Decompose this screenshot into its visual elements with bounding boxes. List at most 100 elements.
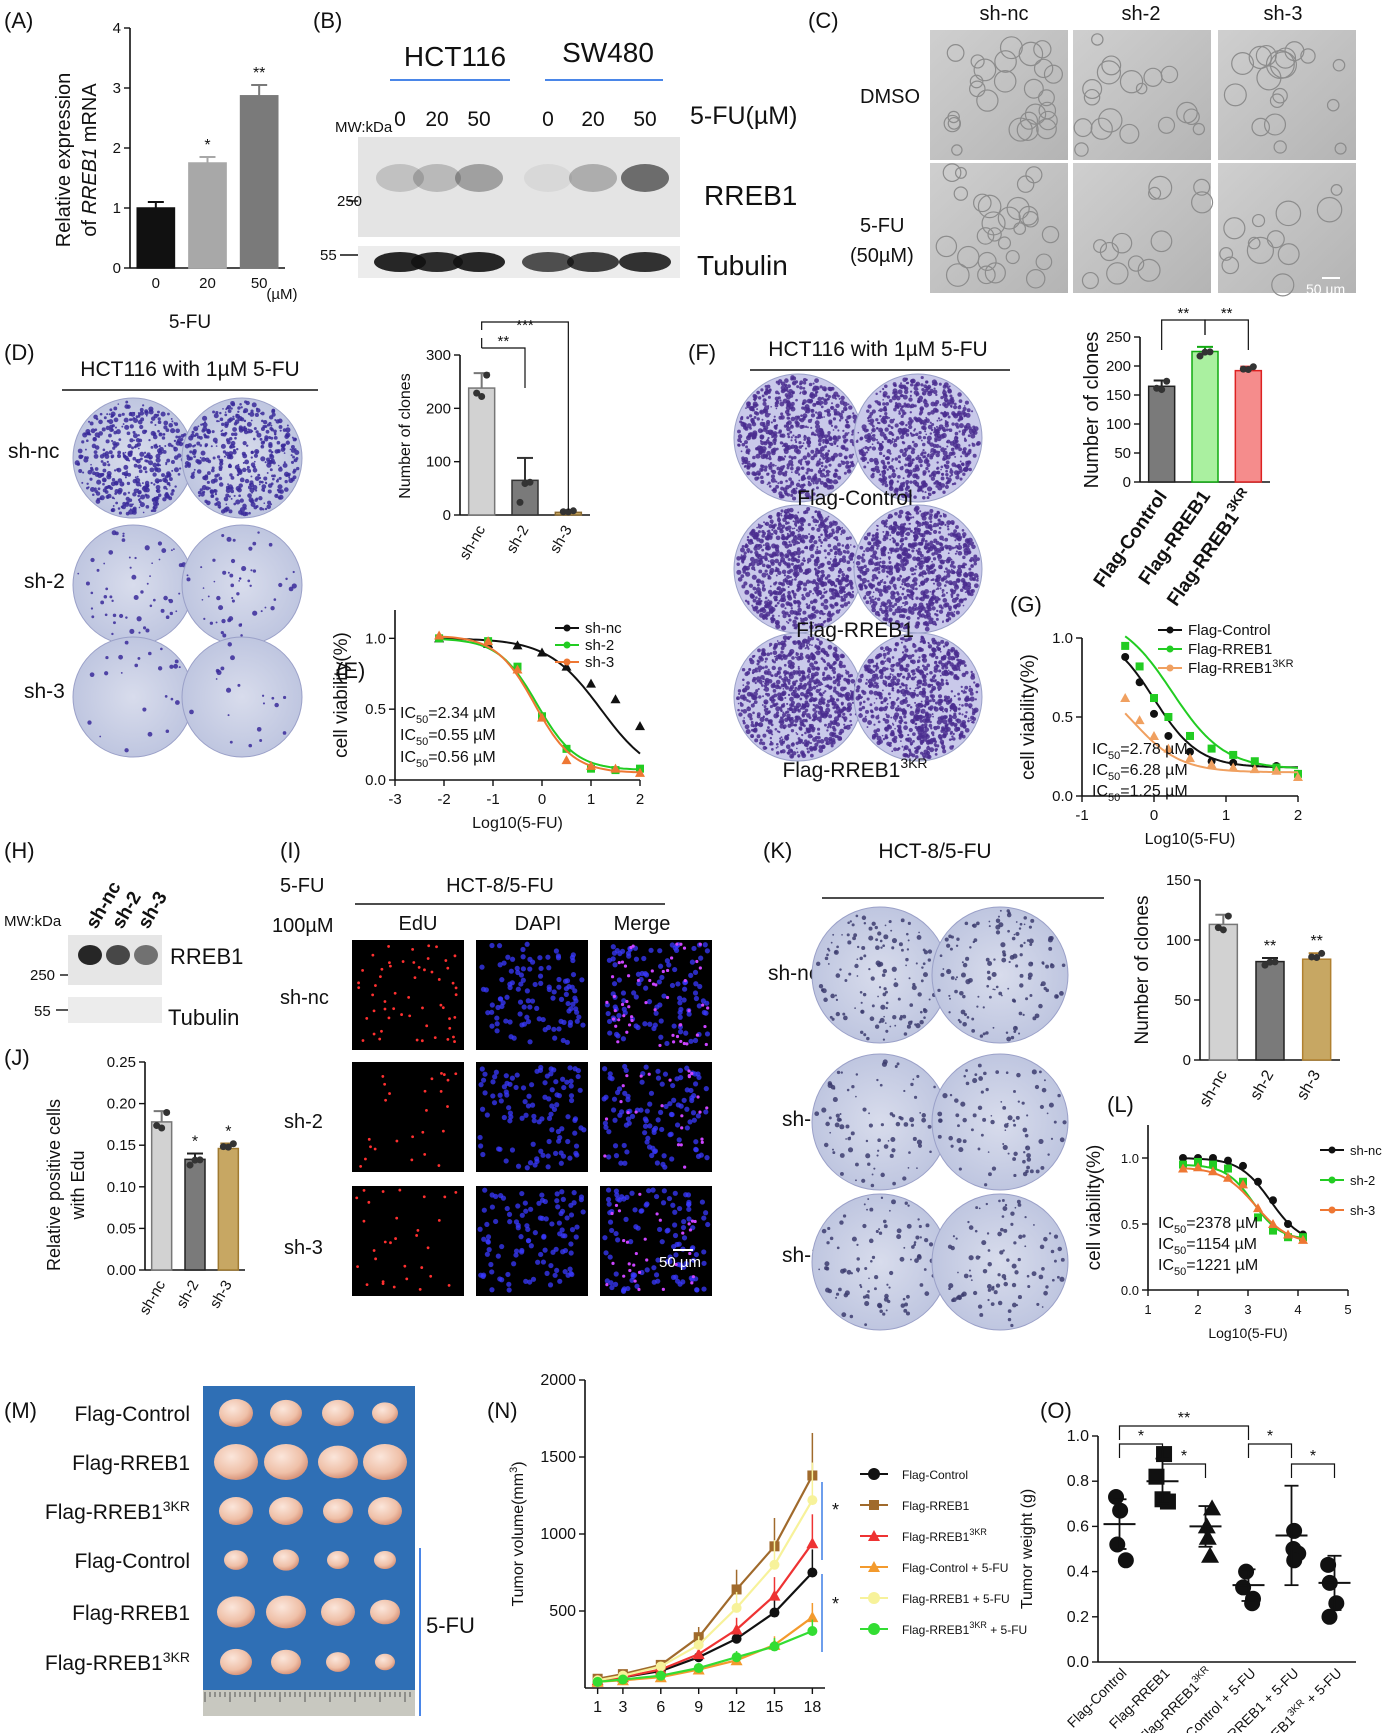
panel-f-colony (823, 524, 829, 531)
panel-f-colony (834, 425, 838, 429)
panel-f-colony (861, 577, 867, 584)
panel-f-colony (811, 537, 815, 540)
panel-f-colony (784, 393, 789, 398)
panel-f-colony (784, 470, 788, 474)
panel-f-colony (835, 525, 841, 531)
panel-f-colony (876, 524, 879, 527)
panel-d-colony (178, 592, 181, 595)
panel-d-colony (215, 621, 218, 624)
panel-f-colony (888, 416, 891, 419)
panel-f-colony (800, 414, 803, 417)
panel-d-colony (160, 647, 163, 651)
panel-f-colony (918, 412, 923, 416)
panel-f-colony (776, 730, 779, 733)
panel-f-colony (825, 395, 828, 398)
panel-f-colony (945, 469, 948, 473)
panel-d-colony (228, 509, 233, 514)
panel-f-colony (819, 403, 822, 406)
panel-f-colony (923, 384, 928, 389)
panel-f-colony (762, 398, 767, 403)
panel-f-colony (797, 604, 801, 608)
panel-f-colony (925, 564, 929, 568)
panel-d-colony (150, 416, 156, 421)
panel-d-colony (283, 471, 290, 477)
panel-f-colony (844, 578, 849, 583)
panel-c-cell (969, 74, 984, 89)
panel-f-colony (948, 451, 954, 457)
panel-f-colony (942, 513, 947, 518)
panel-f-colony (871, 409, 876, 414)
panel-f-colony (954, 539, 957, 542)
panel-f-colony (902, 412, 905, 416)
panel-f-colony (946, 440, 949, 444)
panel-f-colony (797, 607, 802, 613)
panel-f-colony (823, 612, 826, 615)
panel-f-colony (809, 753, 814, 758)
panel-f-colony (930, 570, 935, 575)
panel-f-colony (795, 487, 798, 490)
panel-d-colony (288, 476, 291, 479)
panel-d-well (181, 524, 303, 646)
panel-d-colony (132, 506, 137, 511)
panel-f-colony (820, 602, 825, 607)
panel-f-colony (833, 411, 837, 414)
panel-f-colony (764, 465, 768, 469)
panel-f-colony (949, 582, 953, 586)
panel-label-k: (K) (763, 838, 792, 863)
panel-f-colony (930, 428, 934, 432)
panel-f-colony (951, 482, 955, 486)
panel-f-colony (892, 418, 895, 421)
panel-f-colony (925, 416, 928, 419)
panel-f-colony (799, 652, 804, 657)
panel-f-colony (964, 597, 967, 601)
panel-b-tubulin-band (411, 252, 463, 272)
panel-f-colony (876, 421, 880, 424)
panel-a-bar-chart: Relative expression of RREB1 mRNA 012340… (53, 20, 298, 333)
panel-f-colony (796, 547, 801, 552)
panel-f-colony (866, 461, 870, 464)
panel-f-colony (815, 428, 820, 433)
panel-d-colony (215, 678, 218, 680)
panel-d-colony (89, 672, 95, 678)
panel-f-colony (890, 524, 893, 527)
panel-f-colony (847, 403, 850, 406)
panel-f-colony (844, 552, 846, 554)
panel-f-colony (804, 700, 809, 705)
panel-d-colony (207, 459, 212, 464)
panel-f-colony (888, 604, 892, 608)
panel-c-cell (1223, 217, 1246, 240)
panel-f-colony (936, 587, 940, 590)
panel-f-colony (956, 464, 960, 469)
panel-f-colony (756, 579, 760, 583)
panel-f-colony (913, 433, 916, 437)
panel-f-colony (900, 382, 903, 385)
panel-f-colony (901, 583, 904, 586)
panel-f-colony (760, 475, 764, 480)
panel-d-colony (76, 462, 81, 466)
panel-b-dose-3: 0 (542, 108, 554, 131)
panel-f-colony (776, 711, 780, 715)
panel-f-colony (751, 695, 757, 700)
panel-d-colony (97, 435, 101, 438)
panel-f-colony (755, 453, 761, 459)
panel-f-colony (792, 623, 796, 627)
panel-f-colony (784, 553, 790, 559)
panel-d-colony (218, 465, 223, 470)
panel-f-colony (851, 460, 854, 463)
panel-d-colony (129, 438, 134, 443)
panel-d-colony (93, 450, 98, 455)
panel-d-colony (215, 501, 221, 506)
panel-f-colony (897, 389, 903, 395)
panel-f-colony (806, 460, 811, 465)
panel-f-colony (889, 482, 894, 487)
panel-f-colony (781, 569, 787, 575)
panel-d-colony (161, 451, 164, 454)
panel-f-colony (905, 616, 909, 620)
panel-f-colony (955, 544, 959, 549)
panel-d-colony (87, 469, 93, 475)
panel-f-colony (870, 555, 873, 558)
panel-f-colony (816, 527, 821, 532)
panel-d-colony (154, 478, 160, 484)
panel-d-colony (252, 467, 258, 473)
panel-f-colony (901, 409, 905, 414)
